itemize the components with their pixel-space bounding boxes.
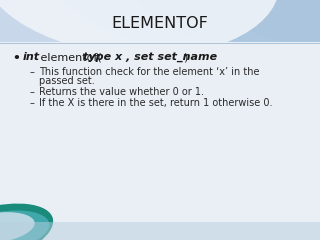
Text: •: • (12, 52, 20, 65)
Text: elementof(: elementof( (37, 52, 102, 62)
Ellipse shape (0, 204, 53, 240)
Text: int: int (23, 52, 40, 62)
FancyBboxPatch shape (0, 0, 320, 45)
Text: ELEMENTOF: ELEMENTOF (112, 17, 208, 31)
Text: type x , set set_name: type x , set set_name (83, 52, 217, 62)
Ellipse shape (0, 212, 35, 240)
FancyBboxPatch shape (0, 222, 320, 240)
Text: This function check for the element ‘x’ in the: This function check for the element ‘x’ … (39, 67, 260, 77)
Text: –: – (30, 98, 35, 108)
Text: –: – (30, 67, 35, 77)
Text: Returns the value whether 0 or 1.: Returns the value whether 0 or 1. (39, 87, 204, 97)
Ellipse shape (193, 0, 320, 47)
Ellipse shape (0, 210, 49, 240)
FancyBboxPatch shape (0, 42, 320, 240)
Ellipse shape (0, 0, 280, 56)
Ellipse shape (122, 0, 320, 59)
Text: passed set.: passed set. (39, 76, 95, 86)
FancyBboxPatch shape (0, 43, 320, 44)
Text: ): ) (183, 52, 188, 62)
Text: –: – (30, 87, 35, 97)
Text: If the X is there in the set, return 1 otherwise 0.: If the X is there in the set, return 1 o… (39, 98, 273, 108)
Ellipse shape (46, 0, 320, 63)
